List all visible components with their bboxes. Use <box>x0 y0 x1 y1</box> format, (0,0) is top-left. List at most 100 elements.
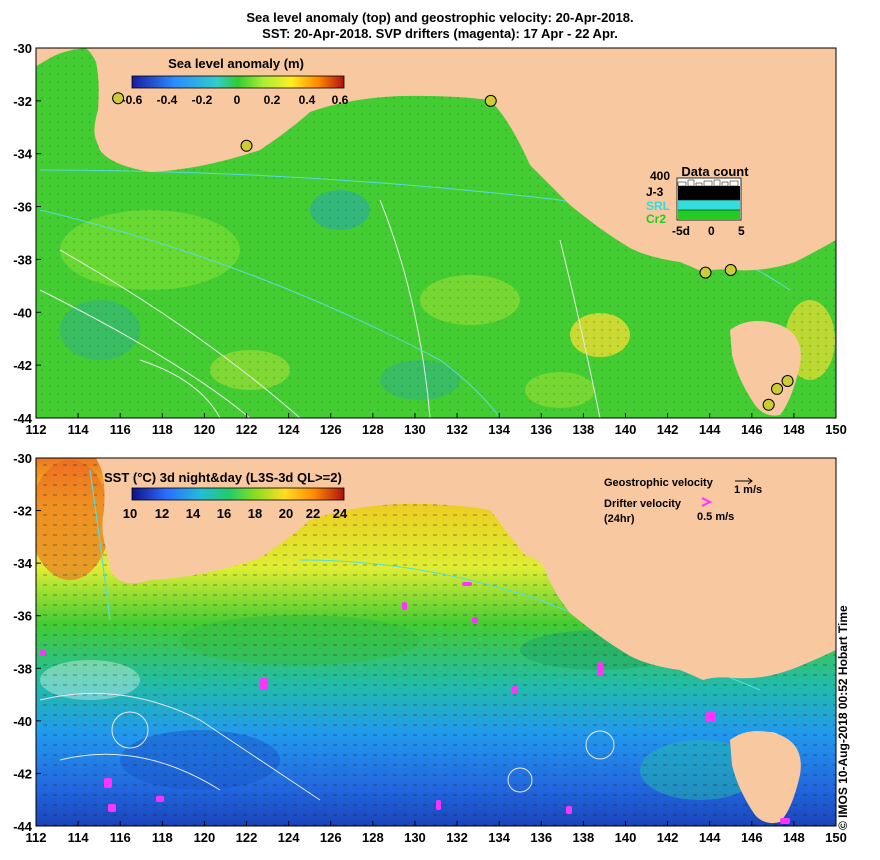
top-x-tick-label: 136 <box>530 422 552 437</box>
data-count-title: Data count <box>681 164 749 179</box>
bottom-y-tick-label: -32 <box>13 504 32 519</box>
top-y-tick-label: -38 <box>13 252 32 267</box>
sst-tick-1: 12 <box>155 506 169 521</box>
top-x-tick-label: 132 <box>446 422 468 437</box>
top-x-tick-label: 130 <box>404 422 426 437</box>
bottom-y-tick-label: -38 <box>13 661 32 676</box>
sst-tick-6: 22 <box>306 506 320 521</box>
top-y-tick-label: -40 <box>13 305 32 320</box>
top-y-tick-label: -42 <box>13 358 32 373</box>
bottom-x-tick-label: 138 <box>573 830 595 845</box>
top-x-tick-label: 148 <box>783 422 805 437</box>
bottom-axes: 112 114 116 118 120 122 124 126 128 130 132 134 136 1… <box>13 451 847 845</box>
data-count-x-1: 0 <box>708 224 715 238</box>
tide-gauge-marker <box>762 398 775 411</box>
sst-tick-2: 14 <box>186 506 201 521</box>
bottom-x-tick-label: 140 <box>615 830 637 845</box>
velocity-legend: Geostrophic velocity 1 m/s Drifter veloc… <box>604 477 762 525</box>
title-line-1: Sea level anomaly (top) and geostrophic … <box>246 10 634 25</box>
top-x-tick-label: 114 <box>68 422 90 437</box>
data-count-series-j3: J-3 <box>646 185 664 199</box>
top-y-tick-label: -36 <box>13 200 32 215</box>
sla-tick-0: -0.6 <box>122 93 143 107</box>
bottom-x-tick-label: 128 <box>362 830 384 845</box>
sla-colorbar-label: Sea level anomaly (m) <box>168 56 304 71</box>
geo-velocity-label: Geostrophic velocity <box>604 477 714 489</box>
tide-gauge-marker <box>724 264 737 276</box>
top-x-tick-label: 118 <box>152 422 173 437</box>
bottom-y-tick-label: -34 <box>13 556 33 571</box>
sla-tick-6: 0.6 <box>332 93 349 107</box>
drifter-velocity-sub: (24hr) <box>604 513 635 525</box>
bottom-x-tick-label: 150 <box>825 830 847 845</box>
sst-tick-4: 18 <box>248 506 262 521</box>
sst-map <box>36 458 836 826</box>
bottom-x-tick-label: 124 <box>278 830 300 845</box>
bottom-x-tick-label: 134 <box>488 830 510 845</box>
bottom-x-tick-label: 122 <box>236 830 258 845</box>
top-x-tick-label: 124 <box>278 422 300 437</box>
top-x-tick-label: 112 <box>26 422 47 437</box>
top-x-tick-label: 142 <box>657 422 679 437</box>
bottom-y-tick-label: -40 <box>13 714 32 729</box>
data-count-bars <box>677 179 740 220</box>
data-count-series-cr2: Cr2 <box>646 212 666 226</box>
bottom-x-tick-label: 144 <box>699 830 721 845</box>
drifter-tracks <box>40 582 790 824</box>
bottom-x-tick-label: 132 <box>446 830 468 845</box>
top-x-tick-label: 146 <box>741 422 763 437</box>
sla-colorbar <box>131 75 345 89</box>
sla-tick-2: -0.2 <box>192 93 213 107</box>
data-count-x-2: 5 <box>738 224 745 238</box>
top-x-tick-label: 126 <box>320 422 342 437</box>
data-count-series-srl: SRL <box>646 199 670 213</box>
bottom-y-tick-label: -42 <box>13 766 32 781</box>
data-count-x-0: -5d <box>672 224 690 238</box>
sla-tick-4: 0.2 <box>264 93 281 107</box>
sla-colorbar-ticks: -0.6 -0.4 -0.2 0 0.2 0.4 0.6 <box>122 93 349 107</box>
tide-gauge-marker <box>781 375 794 387</box>
sst-tick-5: 20 <box>279 506 293 521</box>
sst-colorbar-label: SST (°C) 3d night&day (L3S-3d QL>=2) <box>104 470 342 485</box>
sst-colorbar <box>131 487 345 501</box>
data-count-inset: Data count 400 J-3 SRL Cr2 -5d 0 5 <box>646 164 749 238</box>
top-x-tick-label: 134 <box>488 422 510 437</box>
tide-gauge-marker <box>771 382 784 395</box>
bottom-y-tick-label: -36 <box>13 609 32 624</box>
top-x-tick-label: 138 <box>573 422 595 437</box>
top-axes: 112 114 116 118 120 122 124 126 128 130 132 134 136 1… <box>13 41 847 437</box>
drifter-arrow-icon <box>701 497 713 507</box>
bottom-y-tick-label: -30 <box>13 451 32 466</box>
sla-tick-1: -0.4 <box>157 93 178 107</box>
sla-tick-3: 0 <box>234 93 241 107</box>
top-x-tick-label: 144 <box>699 422 721 437</box>
sst-tick-3: 16 <box>217 506 231 521</box>
sst-tick-0: 10 <box>123 506 137 521</box>
tide-gauge-marker <box>240 139 253 152</box>
credit-text: © IMOS 10-Aug-2018 00:52 Hobart Time <box>836 605 850 830</box>
bottom-x-tick-label: 142 <box>657 830 679 845</box>
geo-velocity-value: 1 m/s <box>734 484 762 496</box>
bottom-x-tick-label: 126 <box>320 830 342 845</box>
bottom-y-tick-label: -44 <box>13 819 33 834</box>
bottom-x-tick-label: 112 <box>26 830 47 845</box>
tide-gauge-marker <box>112 92 125 105</box>
top-x-tick-label: 140 <box>615 422 637 437</box>
tide-gauge-marker <box>699 266 712 279</box>
top-y-tick-label: -44 <box>13 411 33 426</box>
sst-colorbar-ticks: 10 12 14 16 18 20 22 24 <box>123 506 348 521</box>
tide-gauge-marker <box>484 94 497 107</box>
bottom-x-tick-label: 118 <box>152 830 173 845</box>
top-x-tick-label: 150 <box>825 422 847 437</box>
bottom-x-tick-label: 116 <box>110 830 131 845</box>
data-count-scale: 400 <box>650 169 670 183</box>
title-line-2: SST: 20-Apr-2018. SVP drifters (magenta)… <box>262 26 618 41</box>
top-y-tick-label: -34 <box>13 147 33 162</box>
top-x-tick-label: 128 <box>362 422 384 437</box>
top-x-tick-label: 120 <box>194 422 216 437</box>
bottom-x-tick-label: 130 <box>404 830 426 845</box>
bottom-x-tick-label: 146 <box>741 830 763 845</box>
bottom-x-tick-label: 136 <box>530 830 552 845</box>
sla-map <box>36 48 836 418</box>
